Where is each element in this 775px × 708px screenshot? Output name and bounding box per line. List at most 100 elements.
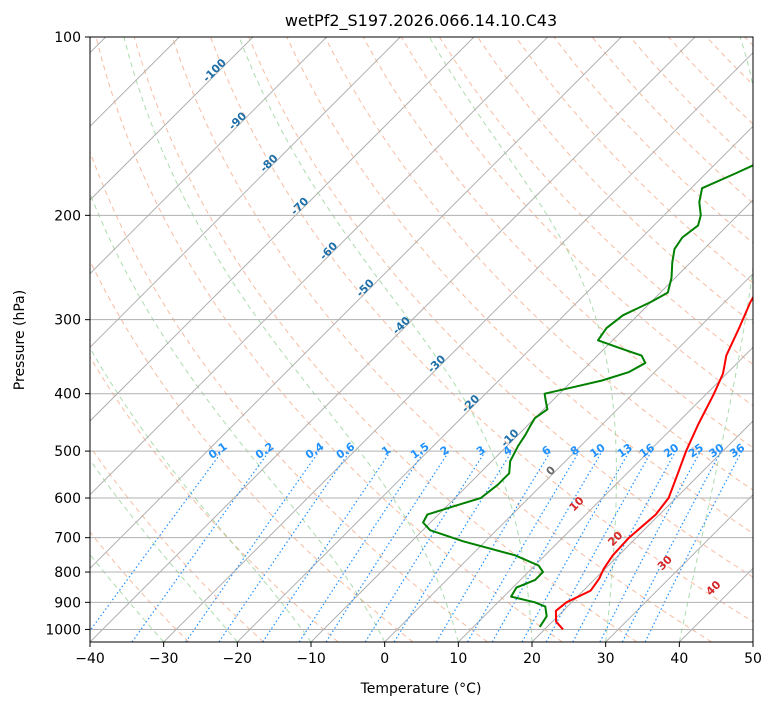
mixing-ratio-line: [218, 450, 351, 642]
isotherm-label: -30: [425, 352, 448, 375]
dry-adiabat-line: [90, 531, 190, 642]
mixing-ratio-label: 0.6: [334, 440, 358, 462]
x-tick-label: −30: [149, 651, 179, 667]
dry-adiabat-line: [591, 37, 753, 204]
isotherm-line: [90, 37, 696, 642]
mixing-ratio-line: [262, 450, 392, 642]
mixing-ratio-line: [435, 450, 552, 642]
mixing-ratio-label: 0.1: [206, 440, 229, 462]
moist-adiabat-line: [90, 459, 238, 642]
isotherm-line: [310, 199, 753, 642]
x-axis-ticks: −40 −30 −20 −10 0 10 20 30 40 50: [75, 642, 762, 667]
temperature-profile-line: [554, 295, 753, 631]
y-tick-label: 600: [54, 491, 81, 507]
wet-bulb-label: 40: [703, 578, 723, 598]
dry-adiabat-line: [210, 37, 753, 623]
x-tick-label: −40: [75, 651, 105, 667]
isotherm-line: [531, 420, 753, 642]
pressure-gridlines: [90, 36, 753, 630]
dry-adiabat-line: [171, 37, 712, 642]
y-tick-label: 800: [54, 565, 81, 581]
isotherm-line: [163, 51, 753, 642]
isotherm-label: -60: [317, 239, 340, 262]
y-tick-label: 1000: [45, 622, 81, 638]
x-tick-label: −20: [223, 651, 253, 667]
mixing-ratio-line: [298, 450, 425, 642]
dry-adiabat-line: [90, 356, 339, 642]
isotherm-line: [605, 493, 753, 642]
mixing-ratio-line: [545, 450, 653, 642]
x-tick-label: 20: [523, 651, 541, 667]
isotherm-label: -20: [459, 392, 482, 415]
y-tick-label: 200: [54, 208, 81, 224]
y-axis-ticks: 1000 900 800 700 600 500 400 300 200 100: [45, 30, 90, 638]
isotherm-label: -100: [200, 56, 229, 85]
isotherm-line: [90, 37, 622, 570]
isotherm-line: [90, 37, 549, 496]
dry-adiabat-line: [248, 37, 753, 578]
mixing-ratio-line: [185, 450, 320, 642]
dry-adiabat-line: [400, 37, 753, 407]
dry-adiabat-line: [515, 37, 753, 284]
x-tick-label: 10: [449, 651, 467, 667]
isotherm-line: [90, 37, 475, 422]
isotherm-label: -70: [288, 194, 311, 217]
moist-adiabat-line: [428, 37, 617, 642]
y-tick-label: 700: [54, 531, 81, 547]
wet-bulb-label: 10: [567, 494, 587, 514]
y-tick-label: 400: [54, 387, 81, 403]
dry-adiabat-line: [706, 37, 753, 86]
plot-frame: [89, 36, 754, 643]
moist-adiabat-line: [238, 37, 533, 642]
dry-adiabat-line: [95, 37, 563, 642]
y-tick-label: 100: [54, 30, 81, 46]
isotherm-line: [457, 346, 753, 642]
mixing-ratio-line: [364, 450, 486, 642]
isotherm-line: [90, 37, 328, 275]
mixing-ratio-label: 20: [661, 441, 681, 461]
x-tick-label: 0: [380, 651, 389, 667]
chart-title: wetPf2_S197.2026.066.14.10.C43: [285, 11, 557, 31]
moist-adiabat-line: [90, 347, 312, 642]
mixing-ratio-line: [131, 450, 270, 642]
isotherm-label: -40: [390, 314, 413, 337]
dry-adiabat-line: [90, 445, 264, 642]
x-tick-label: 50: [744, 651, 762, 667]
mixing-ratio-label: 13: [615, 441, 635, 460]
mixing-ratio-label: 0.4: [303, 440, 327, 462]
background-lines: [90, 37, 753, 642]
mixing-ratio-line: [572, 450, 677, 642]
isotherm-line: [384, 272, 753, 642]
isotherm-line: [90, 37, 401, 349]
dry-adiabat-line: [90, 259, 414, 642]
mixing-ratio-line: [644, 450, 743, 642]
dry-adiabat-line: [668, 37, 753, 125]
x-tick-label: 40: [670, 651, 688, 667]
isotherm-line: [236, 125, 753, 642]
mixing-ratio-line: [90, 450, 223, 632]
mixing-ratio-line: [325, 450, 450, 642]
mixing-ratio-label: 10: [588, 441, 608, 461]
isotherm-line: [752, 641, 753, 642]
series-layer: [422, 164, 753, 631]
mixing-ratio-label: 16: [637, 441, 657, 461]
dewpoint-profile-line: [422, 164, 753, 628]
isotherm-label: -90: [226, 109, 249, 132]
moist-adiabat-line: [90, 553, 165, 642]
x-axis-label: Temperature (°C): [360, 681, 482, 697]
mixing-ratio-label: 30: [706, 441, 726, 461]
y-axis-label: Pressure (hPa): [12, 290, 28, 390]
mixing-ratio-line: [521, 450, 631, 642]
moist-adiabat-line: [90, 192, 386, 642]
y-tick-label: 500: [54, 444, 81, 460]
isotherm-line: [90, 37, 254, 201]
isotherm-label: -80: [257, 152, 280, 175]
dry-adiabat-line: [438, 37, 753, 366]
dry-adiabat-line: [133, 37, 638, 642]
dry-adiabat-line: [744, 37, 753, 47]
isotherm-line: [678, 567, 753, 642]
dry-adiabat-line: [90, 150, 488, 642]
moist-adiabat-line: [123, 37, 459, 642]
y-tick-label: 300: [54, 313, 81, 329]
